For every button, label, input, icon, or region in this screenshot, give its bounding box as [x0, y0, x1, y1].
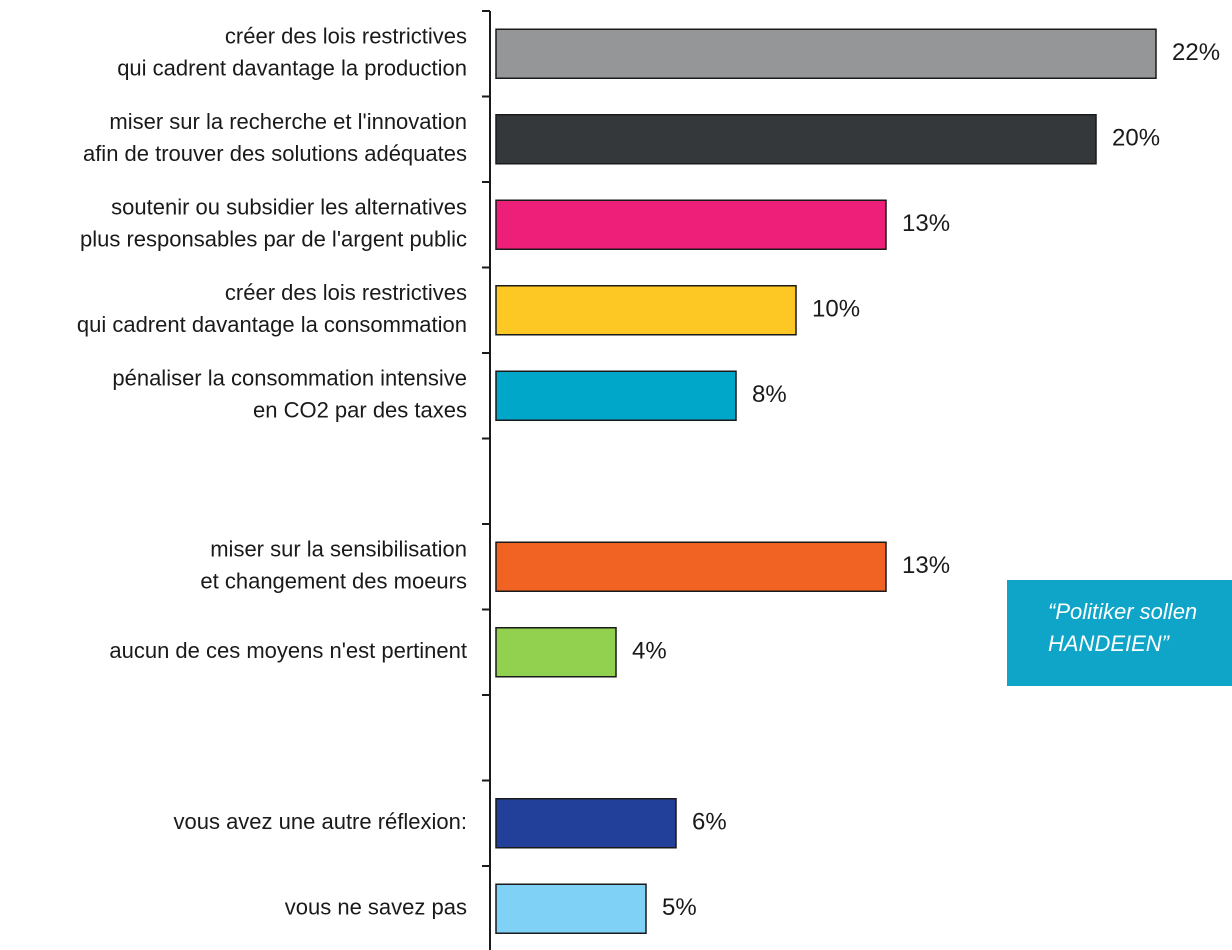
- category-label: afin de trouver des solutions adéquates: [83, 141, 467, 166]
- value-label: 6%: [692, 809, 727, 836]
- value-label: 13%: [902, 210, 950, 237]
- bar: [495, 798, 677, 849]
- category-label: qui cadrent davantage la consommation: [77, 312, 467, 337]
- annotation-text: “Politiker sollen: [1048, 599, 1197, 624]
- bar: [495, 28, 1157, 79]
- value-label: 13%: [902, 552, 950, 579]
- category-label: miser sur la sensibilisation: [210, 537, 467, 562]
- category-label: soutenir ou subsidier les alternatives: [111, 195, 467, 220]
- category-label: créer des lois restrictives: [225, 24, 467, 49]
- value-label: 8%: [752, 381, 787, 408]
- category-label: et changement des moeurs: [200, 569, 467, 594]
- bar: [495, 627, 617, 678]
- category-label: créer des lois restrictives: [225, 280, 467, 305]
- bar: [495, 285, 797, 336]
- category-label: vous avez une autre réflexion:: [173, 809, 467, 834]
- value-label: 20%: [1112, 125, 1160, 152]
- category-label: miser sur la recherche et l'innovation: [109, 109, 467, 134]
- category-label: en CO2 par des taxes: [253, 398, 467, 423]
- bar: [495, 114, 1097, 165]
- annotation-box: [1007, 580, 1232, 686]
- bar: [495, 199, 887, 250]
- category-label: pénaliser la consommation intensive: [112, 366, 467, 391]
- value-label: 4%: [632, 638, 667, 665]
- value-label: 10%: [812, 296, 860, 323]
- category-label: vous ne savez pas: [285, 895, 467, 920]
- annotation-text: HANDEIEN”: [1048, 631, 1171, 656]
- bar: [495, 883, 647, 934]
- category-label: qui cadrent davantage la production: [117, 56, 467, 81]
- bar: [495, 541, 887, 592]
- category-label: plus responsables par de l'argent public: [80, 227, 467, 252]
- category-label: aucun de ces moyens n'est pertinent: [109, 638, 467, 663]
- value-label: 22%: [1172, 39, 1220, 66]
- bar: [495, 370, 737, 421]
- value-label: 5%: [662, 894, 697, 921]
